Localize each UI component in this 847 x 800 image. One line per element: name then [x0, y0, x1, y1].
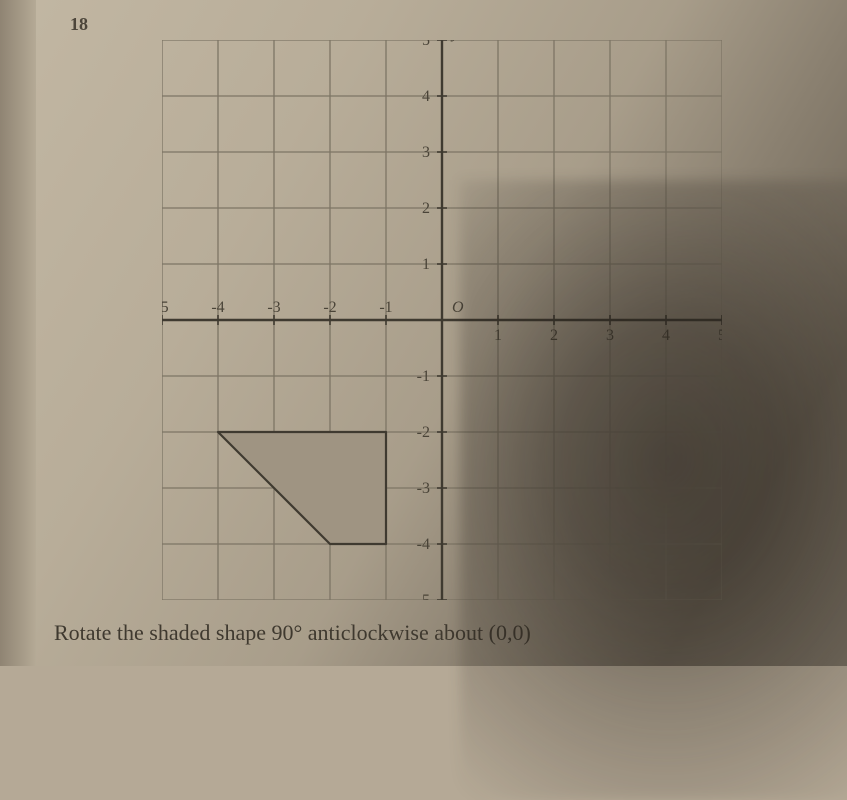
- svg-text:O: O: [452, 299, 464, 316]
- svg-text:y: y: [450, 40, 460, 42]
- svg-text:-3: -3: [417, 480, 430, 497]
- svg-text:1: 1: [422, 256, 430, 273]
- svg-text:5: 5: [718, 327, 722, 344]
- svg-text:2: 2: [422, 200, 430, 217]
- svg-text:-2: -2: [323, 299, 336, 316]
- question-prompt: Rotate the shaded shape 90° anticlockwis…: [54, 620, 531, 646]
- svg-text:5: 5: [422, 40, 430, 49]
- graph-svg: 12345-5-4-3-2-112345-1-2-3-4-5Oyx: [162, 40, 722, 600]
- svg-text:3: 3: [422, 144, 430, 161]
- svg-text:2: 2: [550, 327, 558, 344]
- svg-text:3: 3: [606, 327, 614, 344]
- page-background: 18 12345-5-4-3-2-112345-1-2-3-4-5Oyx Rot…: [0, 0, 847, 666]
- svg-text:-4: -4: [211, 299, 224, 316]
- svg-text:4: 4: [662, 327, 670, 344]
- svg-text:-4: -4: [417, 536, 430, 553]
- svg-text:-1: -1: [379, 299, 392, 316]
- svg-text:-5: -5: [162, 299, 169, 316]
- svg-text:-5: -5: [417, 592, 430, 600]
- book-spine: [0, 0, 36, 666]
- question-number: 18: [70, 14, 88, 35]
- svg-text:4: 4: [422, 88, 430, 105]
- svg-text:-3: -3: [267, 299, 280, 316]
- svg-text:-2: -2: [417, 424, 430, 441]
- svg-text:1: 1: [494, 327, 502, 344]
- svg-text:-1: -1: [417, 368, 430, 385]
- coordinate-graph: 12345-5-4-3-2-112345-1-2-3-4-5Oyx: [162, 40, 722, 600]
